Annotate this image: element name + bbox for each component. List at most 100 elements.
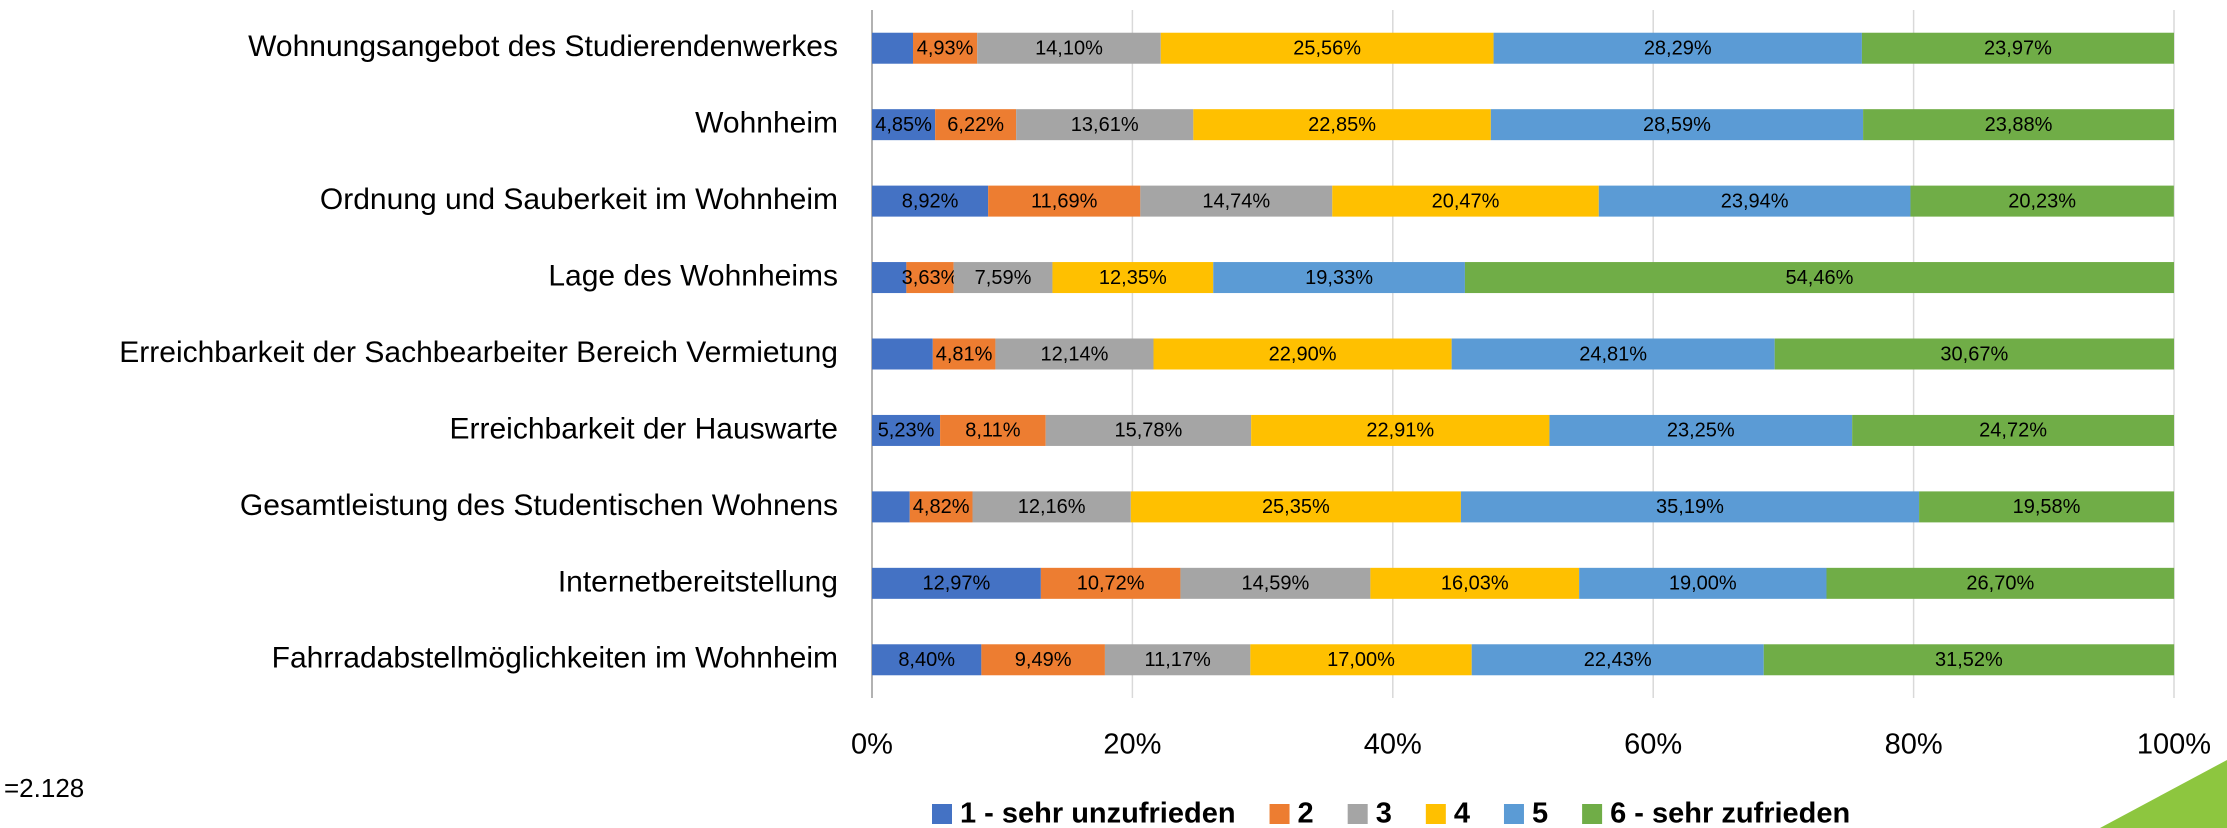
bar-segment [972,491,1131,523]
bar-segment [1130,491,1461,523]
data-label: 14,74% [1202,190,1270,212]
bar-segment [1180,567,1371,599]
legend-label: 5 [1532,798,1548,828]
bar-segment [1919,491,2174,523]
data-label: 31,52% [1935,649,2003,671]
bar-segment [1104,644,1251,676]
category-label: Wohnheim [695,107,838,140]
bar-segment [1861,32,2174,64]
bar-segment [906,262,954,294]
data-label: 19,00% [1669,573,1737,595]
legend-swatch [1269,804,1290,824]
data-label: 20,47% [1432,190,1500,212]
data-label: 25,35% [1262,496,1330,518]
bar-segment [1370,567,1580,599]
bar-segment [1451,338,1775,370]
bar-segment [1040,567,1181,599]
bar-segment [1493,32,1862,64]
data-label: 28,59% [1643,114,1711,136]
bar-segment [872,414,941,446]
bar-segment [1140,185,1333,217]
annotation: =2.128 [4,773,84,803]
category-label: Erreichbarkeit der Sachbearbeiter Bereic… [119,336,838,369]
category-label: Wohnungsangebot des Studierendenwerkes [248,30,838,63]
x-tick-label: 60% [1624,729,1682,761]
legend-label: 2 [1298,798,1314,828]
data-label: 54,46% [1786,267,1854,289]
data-label: 10,72% [1077,573,1145,595]
data-label: 16,03% [1441,573,1509,595]
data-label: 9,49% [1015,649,1072,671]
bar-segment [1052,262,1214,294]
data-label: 8,92% [902,190,959,212]
bar-segment [1250,644,1472,676]
data-label: 22,90% [1269,343,1337,365]
data-label: 26,70% [1966,573,2034,595]
bar-segment [872,338,933,370]
legend-swatch [1582,804,1603,824]
x-tick-label: 20% [1103,729,1161,761]
data-label: 23,25% [1667,420,1735,442]
data-label: 30,67% [1940,343,2008,365]
bar-segment [1193,109,1491,141]
bar-segment [953,262,1053,294]
bar-segment [932,338,996,370]
corner-decoration [2100,760,2227,828]
data-label: 24,72% [1979,420,2047,442]
data-label: 8,11% [965,420,1020,442]
bar-segment [872,109,936,141]
bar-segment [1153,338,1452,370]
bar-segment [1826,567,2175,599]
bar-segment [981,644,1105,676]
data-label: 23,97% [1984,38,2052,60]
data-label: 14,10% [1035,38,1103,60]
data-label: 24,81% [1579,343,1647,365]
bar-segment [1045,414,1252,446]
category-label: Internetbereitstellung [558,565,838,598]
data-label: 19,33% [1305,267,1373,289]
bar-segment [872,491,910,523]
bar-segment [988,185,1141,217]
bar-segment [1251,414,1550,446]
data-label: 6,22% [947,114,1004,136]
bar-segment [1549,414,1853,446]
data-label: 14,59% [1242,573,1310,595]
data-label: 20,23% [2008,190,2076,212]
data-label: 12,35% [1099,267,1167,289]
data-label: 15,78% [1114,420,1182,442]
bar-segment [1016,109,1194,141]
data-label: 11,17% [1144,649,1211,671]
legend-swatch [1503,804,1524,824]
bar-segment [1863,109,2174,141]
data-label: 12,97% [923,573,991,595]
bar-segment [1460,491,1920,523]
legend-label: 1 - sehr unzufrieden [960,798,1236,828]
data-label: 28,29% [1644,38,1712,60]
bar-segment [872,644,982,676]
data-label: 23,94% [1721,190,1789,212]
data-label: 19,58% [2013,496,2081,518]
data-label: 7,59% [975,267,1032,289]
data-label: 4,82% [913,496,970,518]
x-tick-label: 0% [851,729,893,761]
bar-segment [1490,109,1864,141]
bar-segment [995,338,1154,370]
bar-segment [1852,414,2174,446]
legend-swatch [932,804,952,824]
bar-segment [872,32,914,64]
data-label: 12,16% [1018,496,1086,518]
bar-segment [935,109,1017,141]
bar-segment [1471,644,1764,676]
data-label: 35,19% [1656,496,1724,518]
x-tick-label: 100% [2137,729,2211,761]
bar-segment [1579,567,1827,599]
bar-segment [1160,32,1494,64]
legend-swatch [1347,804,1368,824]
bar-segment [1598,185,1911,217]
bar-segment [909,491,973,523]
legend-swatch [1425,804,1446,824]
bar-segment [913,32,978,64]
legend-label: 3 [1376,798,1392,828]
category-label: Lage des Wohnheims [548,259,838,292]
